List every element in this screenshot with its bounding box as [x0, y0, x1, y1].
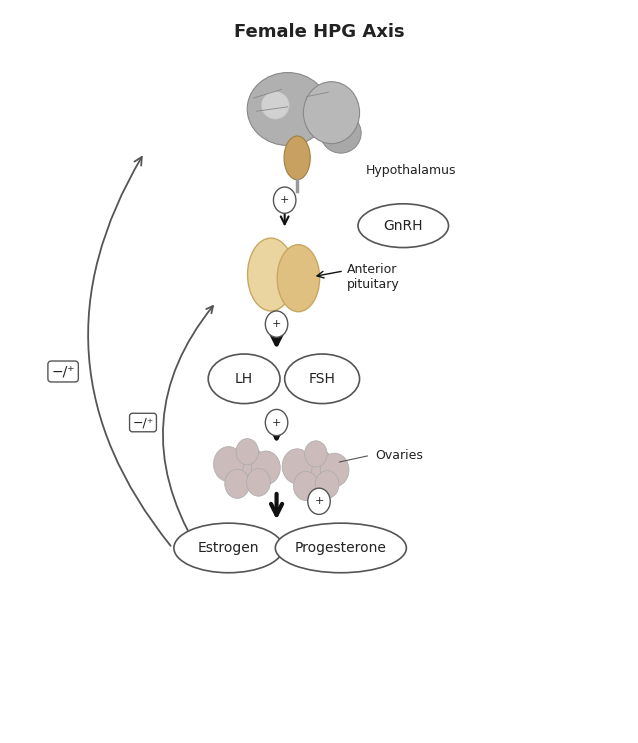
Circle shape [315, 470, 339, 499]
Circle shape [305, 441, 327, 467]
Circle shape [320, 453, 349, 487]
Ellipse shape [248, 238, 294, 311]
Circle shape [293, 471, 318, 501]
Ellipse shape [174, 523, 283, 573]
Ellipse shape [248, 73, 329, 146]
Circle shape [251, 451, 280, 484]
Text: GnRH: GnRH [383, 218, 423, 233]
Ellipse shape [358, 204, 449, 247]
Ellipse shape [262, 91, 290, 119]
Text: +: + [315, 496, 323, 506]
Text: Progesterone: Progesterone [295, 541, 387, 555]
Text: LH: LH [235, 372, 253, 386]
Circle shape [214, 447, 244, 481]
Text: Female HPG Axis: Female HPG Axis [234, 24, 404, 42]
Circle shape [265, 409, 288, 435]
Circle shape [225, 469, 249, 499]
Circle shape [236, 438, 258, 465]
Ellipse shape [284, 136, 310, 180]
Text: Estrogen: Estrogen [198, 541, 259, 555]
FancyArrowPatch shape [317, 271, 341, 278]
FancyArrowPatch shape [163, 306, 213, 545]
Ellipse shape [208, 354, 280, 403]
Text: Hypothalamus: Hypothalamus [366, 164, 456, 178]
Text: +: + [272, 319, 281, 329]
Circle shape [247, 469, 271, 496]
Text: FSH: FSH [309, 372, 336, 386]
Circle shape [308, 488, 330, 514]
Text: −/⁺: −/⁺ [132, 416, 154, 429]
Circle shape [265, 311, 288, 337]
Circle shape [274, 187, 296, 213]
Ellipse shape [277, 244, 320, 312]
Text: +: + [272, 418, 281, 427]
Ellipse shape [276, 523, 406, 573]
Text: Ovaries: Ovaries [375, 449, 423, 462]
Text: +: + [280, 195, 290, 205]
Circle shape [297, 448, 334, 492]
Ellipse shape [320, 113, 361, 153]
Circle shape [282, 449, 312, 484]
Text: Anterior
pituitary: Anterior pituitary [347, 263, 400, 291]
Ellipse shape [285, 354, 360, 403]
Circle shape [228, 446, 266, 490]
Ellipse shape [304, 82, 360, 143]
FancyArrowPatch shape [88, 157, 170, 546]
Text: −/⁺: −/⁺ [52, 365, 75, 378]
